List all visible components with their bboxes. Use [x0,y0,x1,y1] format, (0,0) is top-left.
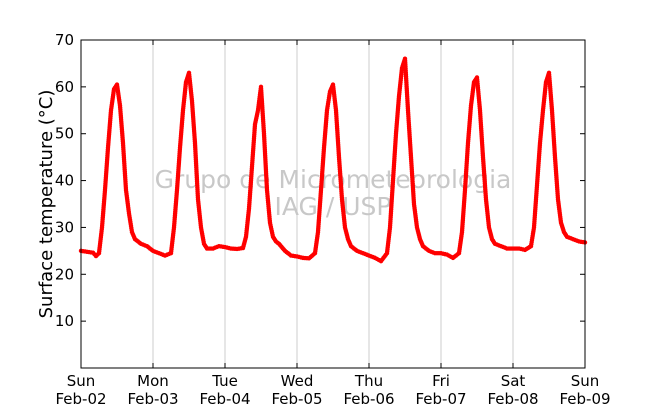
y-tick-label: 50 [55,125,74,143]
x-tick-label-day: Wed [281,372,314,390]
y-tick-label: 60 [55,78,74,96]
x-axis: SunFeb-02MonFeb-03TueFeb-04WedFeb-05ThuF… [55,40,611,408]
x-tick-label-date: Feb-03 [127,390,178,408]
grid-lines [152,40,514,368]
data-points [78,56,588,264]
y-axis-label: Surface temperature (°C) [36,90,57,319]
watermark-line-2: IAG / USP [275,192,392,221]
y-tick-label: 10 [55,312,74,330]
x-tick-label-date: Feb-02 [55,390,106,408]
x-tick-label-day: Sun [67,372,96,390]
plot-frame [80,39,586,369]
x-tick-label-day: Tue [211,372,238,390]
x-tick-label-day: Sun [571,372,600,390]
y-tick-label: 70 [55,31,74,49]
y-tick-label: 40 [55,172,74,190]
x-tick-label-date: Feb-08 [487,390,538,408]
x-tick-label-date: Feb-04 [199,390,250,408]
x-tick-label-date: Feb-07 [415,390,466,408]
x-tick-label-day: Thu [354,372,383,390]
y-tick-label: 20 [55,265,74,283]
x-tick-label-date: Feb-06 [343,390,394,408]
y-axis: 10 20 30 40 50 60 70 [55,31,585,330]
watermark-line-1: Grupo de Micrometeorologia [155,165,512,194]
x-tick-label-date: Feb-05 [271,390,322,408]
x-tick-label-day: Mon [137,372,169,390]
x-tick-label-date: Feb-09 [559,390,610,408]
y-tick-label: 30 [55,218,74,236]
x-tick-label-day: Fri [432,372,450,390]
x-tick-label-day: Sat [501,372,526,390]
